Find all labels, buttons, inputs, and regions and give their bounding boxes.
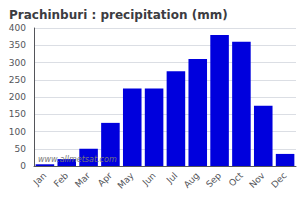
svg-text:www.allmetsat.com: www.allmetsat.com — [38, 155, 117, 164]
svg-text:Jun: Jun — [140, 170, 158, 188]
svg-text:Oct: Oct — [227, 170, 245, 188]
svg-text:50: 50 — [15, 144, 27, 154]
svg-text:May: May — [116, 170, 137, 191]
svg-text:200: 200 — [9, 92, 26, 102]
svg-text:100: 100 — [9, 127, 26, 137]
svg-text:Jul: Jul — [164, 170, 179, 185]
svg-text:Apr: Apr — [96, 170, 114, 188]
svg-text:350: 350 — [9, 40, 26, 50]
svg-text:0: 0 — [20, 161, 26, 171]
svg-text:400: 400 — [9, 23, 26, 33]
svg-text:250: 250 — [9, 75, 26, 85]
svg-text:150: 150 — [9, 109, 26, 119]
svg-text:Aug: Aug — [182, 170, 201, 189]
svg-text:Nov: Nov — [247, 170, 267, 190]
svg-text:Dec: Dec — [269, 170, 288, 189]
svg-text:Jan: Jan — [31, 170, 49, 188]
svg-text:300: 300 — [9, 58, 26, 68]
svg-text:Prachinburi : precipitation (m: Prachinburi : precipitation (mm) — [9, 8, 228, 22]
svg-text:Mar: Mar — [73, 170, 92, 189]
svg-text:Feb: Feb — [52, 170, 71, 189]
svg-text:Sep: Sep — [204, 170, 223, 189]
